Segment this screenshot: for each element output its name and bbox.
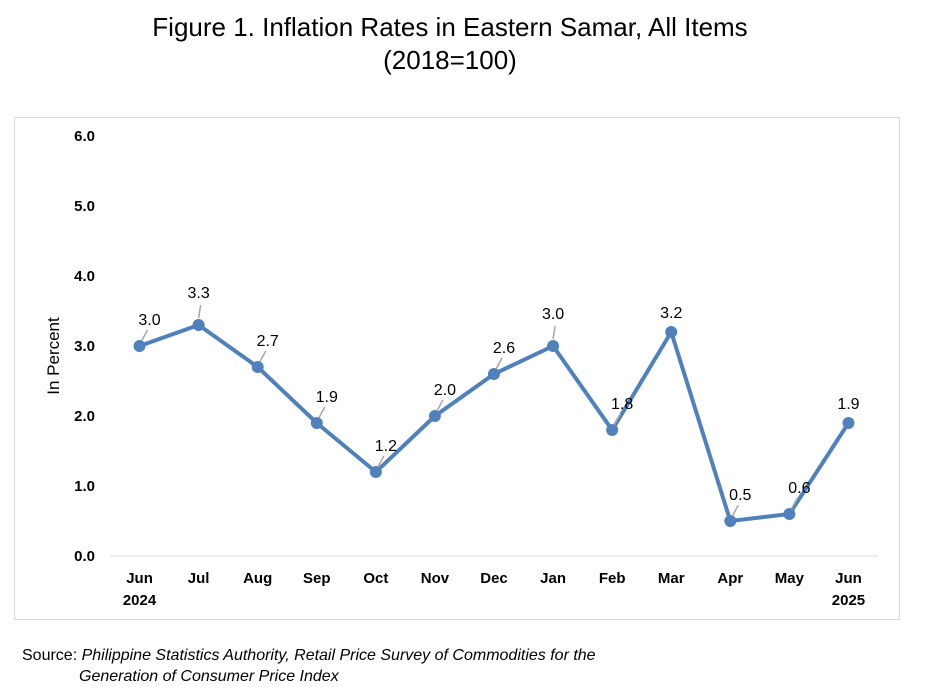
y-tick-label: 2.0 xyxy=(74,408,95,425)
data-label: 3.3 xyxy=(187,285,209,302)
data-point xyxy=(488,368,500,380)
x-tick-label: Jan xyxy=(540,570,566,587)
data-point xyxy=(547,340,560,352)
data-label: 3.2 xyxy=(660,305,682,322)
y-tick-label: 5.0 xyxy=(74,198,95,215)
data-label-leader xyxy=(436,399,444,412)
data-label: 0.5 xyxy=(729,487,751,504)
y-tick-label: 0.0 xyxy=(74,548,95,565)
line-chart: 0.0 1.0 2.0 3.0 4.0 5.0 6.0 In Percent Jun 2024 Ju… xyxy=(44,128,878,609)
x-tick-label: Sep xyxy=(303,570,331,587)
x-tick-year-label: 2025 xyxy=(832,592,865,609)
source-label: Source: xyxy=(22,647,78,664)
x-tick-label: Jun xyxy=(835,570,862,587)
data-label-leader xyxy=(140,329,149,342)
data-label: 2.6 xyxy=(493,340,515,357)
data-label: 1.9 xyxy=(837,396,859,413)
source-note: Source: Philippine Statistics Authority,… xyxy=(22,645,596,687)
data-point xyxy=(842,417,855,429)
x-tick-label: Dec xyxy=(480,570,508,587)
data-label: 1.2 xyxy=(375,438,397,455)
data-label-leader xyxy=(495,357,503,370)
x-tick-label: May xyxy=(775,570,805,587)
chart-title: Figure 1. Inflation Rates in Eastern Sam… xyxy=(152,12,748,42)
x-tick-label: Jul xyxy=(188,570,210,587)
y-tick-label: 6.0 xyxy=(74,128,95,145)
data-label-leader xyxy=(259,350,267,363)
x-tick-label: Apr xyxy=(717,570,743,587)
data-point xyxy=(783,508,796,520)
data-label-leader xyxy=(731,504,739,517)
data-label: 1.8 xyxy=(611,396,633,413)
x-tick-label: Oct xyxy=(363,570,388,587)
data-label-leader xyxy=(377,455,385,468)
data-point xyxy=(369,466,382,478)
data-point xyxy=(133,340,146,352)
data-label: 1.9 xyxy=(316,389,338,406)
data-label-leader xyxy=(552,325,556,340)
source-text-line2: Generation of Consumer Price Index xyxy=(79,668,339,685)
x-tick-label: Feb xyxy=(599,570,626,587)
data-point xyxy=(310,417,323,429)
data-point xyxy=(428,410,441,422)
x-tick-label: Nov xyxy=(421,570,450,587)
data-label-leader xyxy=(197,304,202,319)
x-tick-label: Jun xyxy=(126,570,153,587)
data-point xyxy=(251,361,264,373)
data-label-leader xyxy=(318,406,326,419)
x-tick-label: Mar xyxy=(658,570,685,587)
data-label: 2.7 xyxy=(257,333,279,350)
data-point xyxy=(665,326,678,338)
chart-area: 0.0 1.0 2.0 3.0 4.0 5.0 6.0 In Percent Jun 2024 Ju… xyxy=(14,117,900,620)
data-label: 3.0 xyxy=(542,306,564,323)
y-axis-title: In Percent xyxy=(44,317,63,395)
data-point xyxy=(192,319,205,331)
chart-subtitle: (2018=100) xyxy=(383,45,517,75)
data-label-leader xyxy=(613,413,621,426)
y-tick-label: 1.0 xyxy=(74,478,95,495)
y-tick-label: 3.0 xyxy=(74,338,95,355)
data-point xyxy=(724,515,737,527)
x-tick-year-label: 2024 xyxy=(123,592,157,609)
source-text-line1: Philippine Statistics Authority, Retail … xyxy=(81,647,596,664)
data-label: 2.0 xyxy=(434,382,456,399)
data-point xyxy=(606,424,619,436)
data-label-leader xyxy=(790,497,799,510)
data-label: 0.6 xyxy=(788,480,810,497)
y-tick-label: 4.0 xyxy=(74,268,95,285)
data-label: 3.0 xyxy=(138,312,160,329)
x-tick-label: Aug xyxy=(243,570,272,587)
